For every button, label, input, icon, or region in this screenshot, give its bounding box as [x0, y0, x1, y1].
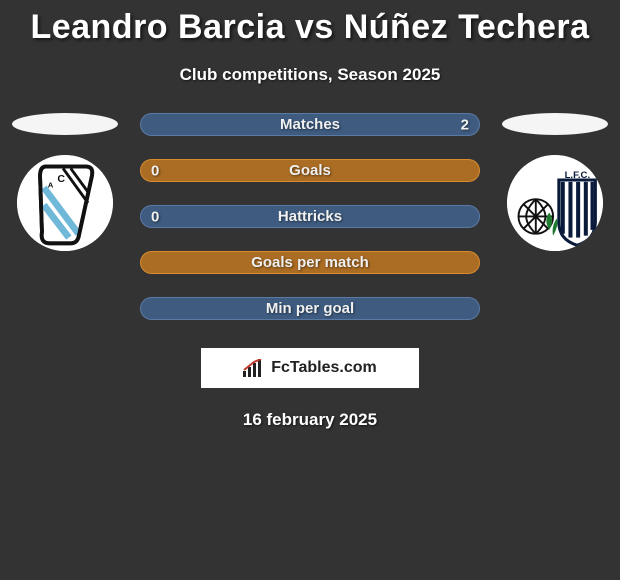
- comparison-layout: C A Matches 2 0 Goals 0 Hattricks Goals per ma…: [0, 113, 620, 320]
- stat-row: Matches 2: [140, 113, 480, 136]
- right-player-col: L.F.C.: [500, 113, 610, 251]
- left-oval-placeholder: [12, 113, 118, 135]
- stat-label: Matches: [280, 116, 340, 133]
- liverpool-uy-crest-icon: L.F.C.: [507, 155, 603, 251]
- stat-label: Goals per match: [251, 254, 369, 271]
- left-player-col: C A: [10, 113, 120, 251]
- right-oval-placeholder: [502, 113, 608, 135]
- date-line: 16 february 2025: [0, 410, 620, 430]
- attribution-badge: FcTables.com: [201, 348, 419, 388]
- attribution-text: FcTables.com: [271, 359, 377, 377]
- stat-row: Goals per match: [140, 251, 480, 274]
- bar-chart-icon: [243, 359, 265, 377]
- svg-text:A: A: [48, 181, 54, 190]
- stat-left-value: 0: [151, 162, 159, 179]
- page-title: Leandro Barcia vs Núñez Techera: [0, 0, 620, 47]
- stat-row: 0 Hattricks: [140, 205, 480, 228]
- svg-text:C: C: [57, 173, 65, 185]
- right-team-crest: L.F.C.: [507, 155, 603, 251]
- stat-right-value: 2: [461, 116, 469, 133]
- stat-left-value: 0: [151, 208, 159, 225]
- svg-text:L.F.C.: L.F.C.: [565, 170, 591, 181]
- stat-label: Min per goal: [266, 300, 354, 317]
- left-team-crest: C A: [17, 155, 113, 251]
- subtitle: Club competitions, Season 2025: [0, 65, 620, 85]
- cerro-crest-icon: C A: [17, 155, 113, 251]
- stat-row: Min per goal: [140, 297, 480, 320]
- stat-label: Goals: [289, 162, 331, 179]
- stats-column: Matches 2 0 Goals 0 Hattricks Goals per match M…: [140, 113, 480, 320]
- stat-label: Hattricks: [278, 208, 342, 225]
- stat-row: 0 Goals: [140, 159, 480, 182]
